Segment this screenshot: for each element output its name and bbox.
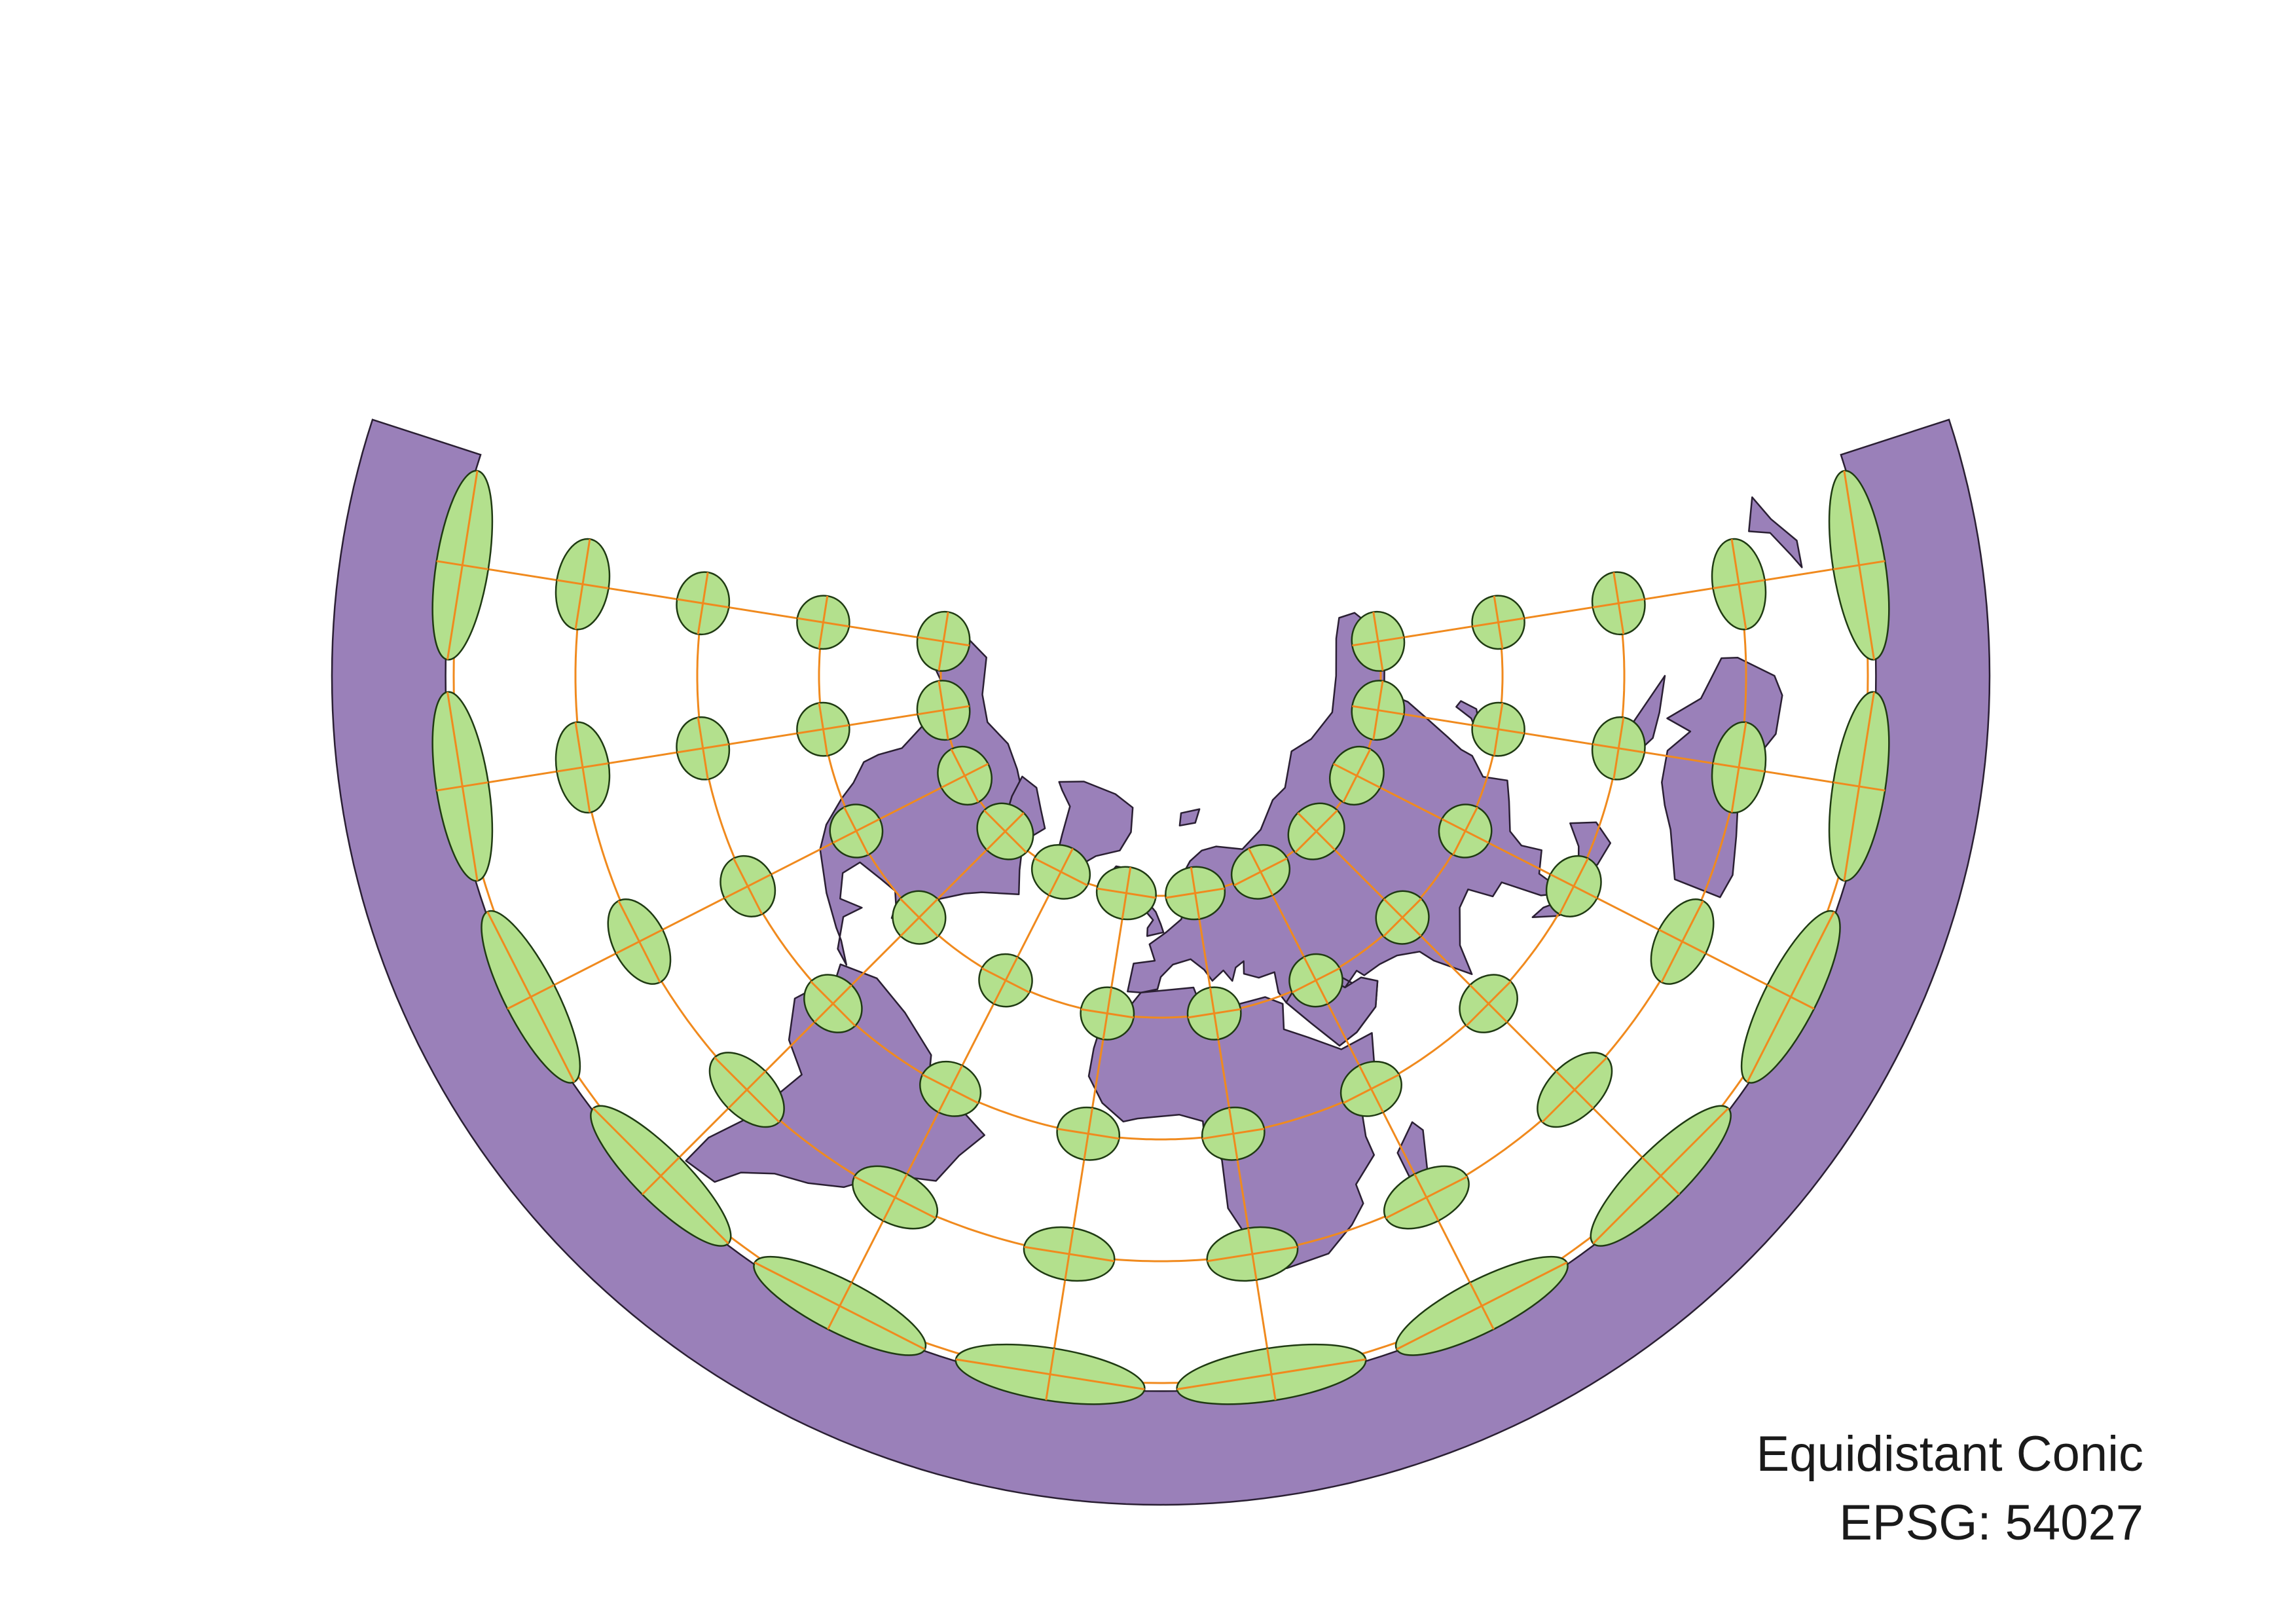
tissot-cross-tangential [446, 692, 479, 881]
tissot-cross-tangential [1343, 1073, 1400, 1104]
tissot-cross-tangential [1558, 858, 1589, 915]
tissot-cross-tangential [854, 1175, 936, 1219]
tissot-cross-tangential [1396, 1261, 1567, 1350]
tissot-cross-tangential [1592, 1107, 1729, 1244]
tissot-cross-tangential [955, 1358, 1145, 1390]
tissot-cross-tangential [1057, 1128, 1120, 1140]
tissot-cross-tangential [1746, 911, 1835, 1082]
tissot-cross-tangential [1188, 1008, 1241, 1019]
tissot-cross-tangential [1294, 809, 1338, 853]
tissot-cross-tangential [1176, 1358, 1366, 1390]
tissot-cross-tangential [1493, 595, 1504, 649]
tissot-cross-tangential [574, 722, 591, 813]
tissot-cross-tangential [1613, 717, 1625, 780]
tissot-cross-tangential [1452, 807, 1478, 855]
tissot-cross-tangential [1730, 539, 1747, 630]
tissot-cross-tangential [843, 807, 869, 855]
tissot-cross-tangential [1080, 1008, 1134, 1019]
svalbard-landmass [1178, 808, 1201, 827]
tissot-cross-tangential [1843, 470, 1875, 660]
tissot-cross-tangential [1385, 1175, 1468, 1219]
tissot-cross-tangential [1730, 722, 1747, 813]
tissot-cross-tangential [818, 595, 829, 649]
tissot-cross-tangential [1660, 900, 1704, 983]
projection-name-label: Equidistant Conic [1756, 1426, 2143, 1482]
tissot-cross-tangential [574, 539, 591, 630]
tissot-cross-tangential [922, 1073, 979, 1104]
new-zealand-landmass [1748, 496, 1803, 568]
tissot-cross-tangential [733, 858, 763, 915]
tissot-cross-tangential [446, 470, 479, 660]
tissot-cross-tangential [1372, 680, 1384, 740]
tissot-cross-tangential [592, 1107, 729, 1244]
tissot-cross-tangential [486, 911, 575, 1082]
tissot-cross-tangential [1843, 692, 1875, 881]
tissot-cross-tangential [1024, 1246, 1115, 1263]
tissot-cross-tangential [1342, 748, 1372, 803]
tissot-cross-tangential [900, 898, 939, 937]
tissot-cross-tangential [810, 980, 856, 1027]
tissot-cross-layer [436, 470, 1886, 1401]
tissot-cross-tangential [938, 612, 949, 671]
epsg-code-label: EPSG: 54027 [1839, 1495, 2143, 1551]
tissot-cross-tangential [1613, 572, 1625, 635]
tissot-cross-tangential [1165, 887, 1225, 899]
tissot-cross-tangential [1034, 857, 1088, 887]
tissot-cross-tangential [981, 967, 1030, 993]
tissot-cross-tangential [1097, 887, 1156, 899]
tissot-cross-tangential [1292, 967, 1340, 993]
tissot-cross-tangential [818, 703, 829, 756]
tissot-cross-tangential [714, 1056, 780, 1123]
tissot-cross-tangential [1233, 857, 1288, 887]
tissot-cross-tangential [1465, 980, 1512, 1027]
antarctica-ring [331, 418, 1991, 1506]
tissot-cross-tangential [754, 1261, 926, 1350]
tissot-cross-tangential [697, 717, 709, 780]
tissot-cross-tangential [1541, 1056, 1608, 1123]
tissot-cross-tangential [983, 809, 1027, 853]
tissot-cross-tangential [1207, 1246, 1298, 1263]
antarctica-landmass [331, 418, 1991, 1506]
tissot-cross-tangential [617, 900, 661, 983]
tissot-cross-tangential [1202, 1128, 1265, 1140]
tissot-cross-tangential [950, 748, 979, 803]
tissot-cross-tangential [1383, 898, 1422, 937]
tissot-cross-tangential [938, 680, 949, 740]
tissot-cross-tangential [1493, 703, 1504, 756]
tissot-cross-tangential [1372, 612, 1384, 671]
tissot-cross-tangential [697, 572, 709, 635]
